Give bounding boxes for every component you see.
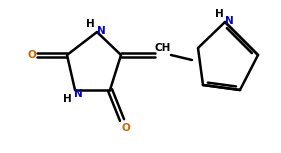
Text: N: N	[225, 16, 234, 26]
Text: O: O	[28, 50, 36, 60]
Text: N: N	[97, 26, 105, 36]
Text: H: H	[215, 9, 223, 19]
Text: CH: CH	[155, 43, 171, 53]
Text: O: O	[122, 123, 130, 133]
Text: H: H	[63, 94, 71, 104]
Text: H: H	[86, 19, 94, 29]
Text: N: N	[74, 89, 82, 99]
